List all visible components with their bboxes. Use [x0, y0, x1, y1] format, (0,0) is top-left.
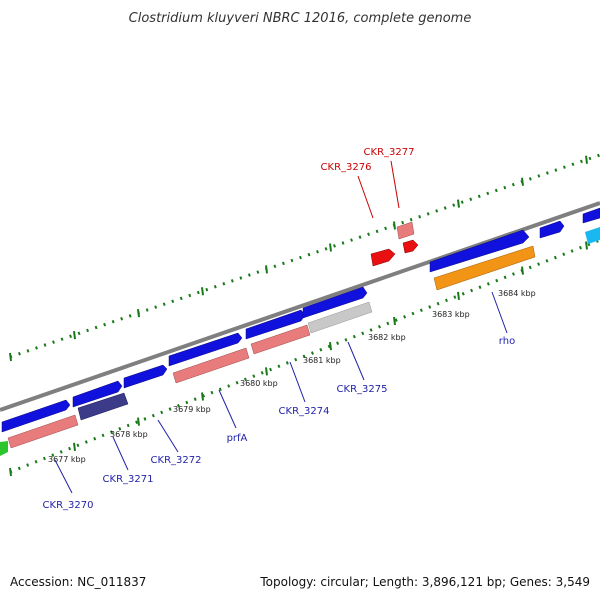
topology-text: Topology: circular; Length: 3,896,121 bp… [259, 575, 590, 589]
gene-label-leader [289, 361, 306, 403]
gene-fwd-extra[interactable] [539, 220, 565, 239]
major-tick [201, 287, 204, 296]
gene-ckr-3271[interactable] [72, 380, 123, 408]
major-tick [137, 417, 140, 426]
gene-label[interactable]: CKR_3276 [321, 162, 372, 173]
tick-labels: 3677 kbp 3678 kbp 3679 kbp 3680 kbp 3681 kbp… [48, 289, 536, 464]
gene-label-leader [491, 291, 508, 334]
inner-dot-track [9, 238, 600, 474]
gene-label-leader [218, 389, 237, 429]
gene-label[interactable]: CKR_3277 [364, 147, 415, 158]
tick-label: 3683 kbp [432, 310, 470, 319]
gene-label-leader [347, 341, 365, 381]
gene-gray-feature[interactable] [307, 301, 373, 334]
rrna-pink-1[interactable] [7, 414, 79, 449]
gene-ckr-3270[interactable] [1, 399, 71, 433]
tick-label: 3679 kbp [173, 405, 211, 414]
gene-label[interactable]: CKR_3271 [103, 474, 154, 485]
major-tick-marks [9, 155, 588, 477]
gene-label-leader [357, 175, 374, 219]
major-tick [73, 442, 76, 451]
tick-label: 3681 kbp [303, 356, 341, 365]
gene-orange-feature[interactable] [433, 245, 536, 291]
gene-label-leader [157, 419, 179, 453]
gene-green-feature[interactable] [0, 441, 8, 456]
map-title: Clostridium kluyveri NBRC 12016, complet… [129, 11, 472, 26]
major-tick [137, 309, 140, 318]
rrna-pink-3[interactable] [250, 324, 311, 355]
gene-ckr-3272[interactable] [123, 364, 168, 389]
major-tick [265, 367, 268, 376]
gene-label[interactable]: CKR_3275 [337, 384, 388, 395]
major-tick [73, 330, 76, 340]
gene-ckr-3275[interactable] [302, 286, 368, 319]
major-tick [265, 265, 268, 274]
gene-label-leader [112, 436, 129, 471]
tick-label: 3678 kbp [110, 430, 148, 439]
gene-prfa[interactable] [168, 332, 243, 367]
gene-cyan-feature[interactable] [585, 227, 600, 244]
gene-label[interactable]: CKR_3272 [151, 455, 202, 466]
major-tick [457, 199, 460, 208]
tick-label: 3680 kbp [240, 379, 278, 388]
major-tick [9, 467, 12, 477]
major-tick [201, 392, 204, 401]
major-tick [393, 316, 396, 326]
major-tick [585, 155, 588, 164]
gene-navy-feature[interactable] [77, 392, 129, 421]
major-tick [9, 352, 12, 362]
tick-label: 3684 kbp [498, 289, 536, 298]
gene-ckr-3276[interactable] [370, 248, 396, 267]
major-tick [585, 241, 588, 250]
major-tick [393, 221, 396, 230]
major-tick [457, 291, 460, 300]
accession-text: Accession: NC_011837 [10, 575, 146, 589]
rrna-pink-2[interactable] [172, 347, 250, 384]
gene-label[interactable]: CKR_3274 [279, 406, 330, 417]
gene-label[interactable]: prfA [227, 433, 248, 444]
gene-label[interactable]: CKR_3270 [43, 500, 94, 511]
gene-rho[interactable] [429, 229, 530, 273]
gene-fwd-edge[interactable] [582, 207, 600, 224]
major-tick [329, 342, 332, 351]
major-tick [521, 177, 524, 186]
gene-label-leader [390, 160, 400, 209]
gene-label[interactable]: rho [499, 336, 515, 347]
major-tick [521, 266, 524, 275]
gene-label-leader [54, 459, 73, 494]
gene-labels: CKR_3270 CKR_3271 CKR_3272 prfA CKR_3274 CKR_… [43, 147, 516, 511]
tick-label: 3682 kbp [368, 333, 406, 342]
gene-red-small[interactable] [402, 239, 419, 254]
genome-backbone [0, 201, 600, 412]
tick-label: 3677 kbp [48, 455, 86, 464]
gene-ckr-3277[interactable] [396, 221, 415, 240]
major-tick [329, 243, 332, 252]
